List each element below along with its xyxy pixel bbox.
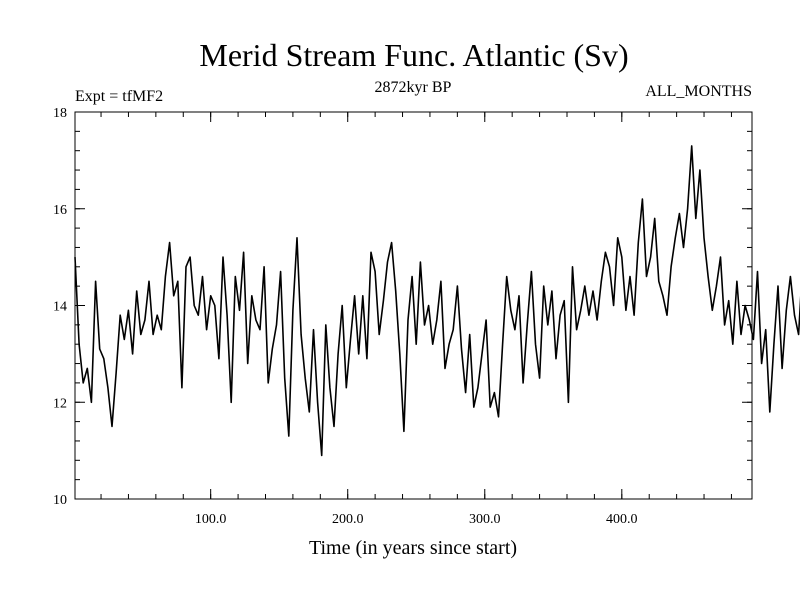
months-label: ALL_MONTHS <box>645 83 752 100</box>
period-label: 2872kyr BP <box>375 79 452 96</box>
chart-title: Merid Stream Func. Atlantic (Sv) <box>199 37 628 73</box>
y-tick-label: 10 <box>53 493 67 508</box>
series-line <box>74 145 800 457</box>
experiment-label: Expt = tfMF2 <box>75 88 163 105</box>
x-tick-label: 100.0 <box>195 512 227 527</box>
x-tick-label: 200.0 <box>332 512 364 527</box>
plot-area: 100.0 200.0 300.0 400.0 10 12 14 16 18 <box>53 106 800 527</box>
y-tick-label: 14 <box>53 300 67 315</box>
x-tick-label: 400.0 <box>606 512 638 527</box>
y-tick-label: 12 <box>53 396 67 411</box>
x-axis-label: Time (in years since start) <box>309 537 517 559</box>
x-tick-label: 300.0 <box>469 512 501 527</box>
y-tick-label: 16 <box>53 203 67 218</box>
y-tick-label: 18 <box>53 106 67 121</box>
